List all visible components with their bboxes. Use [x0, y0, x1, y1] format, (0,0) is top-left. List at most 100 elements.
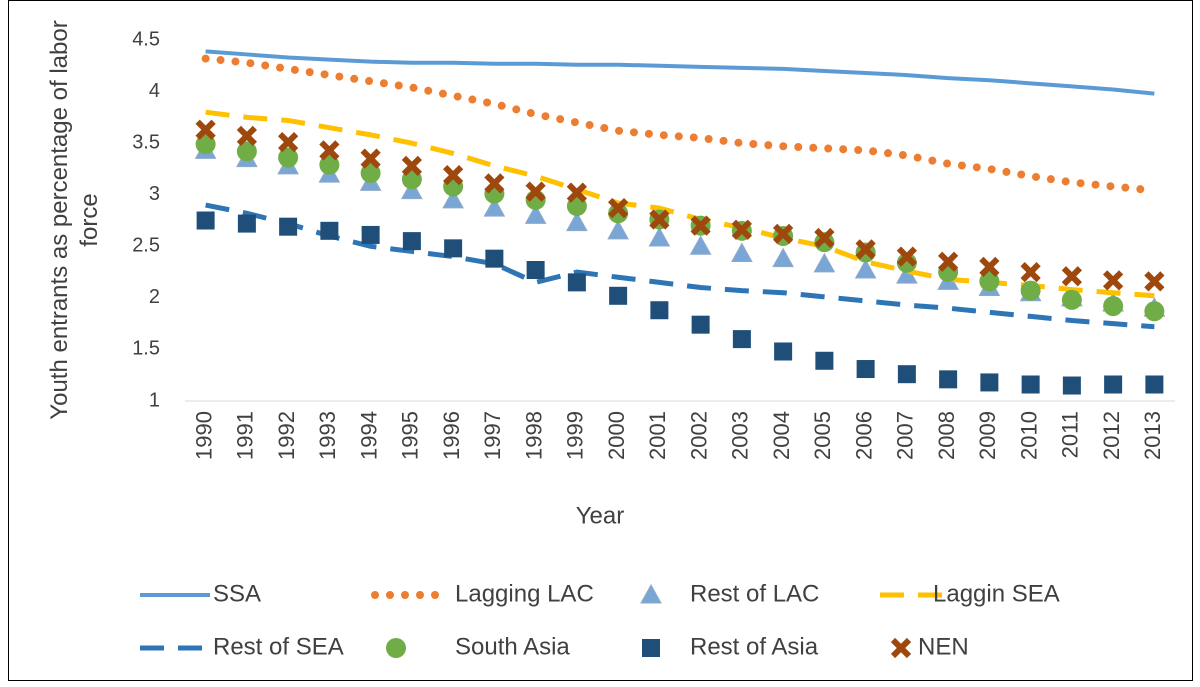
x-tick-label: 1993	[315, 411, 340, 460]
data-point	[566, 211, 588, 232]
data-point	[649, 209, 670, 230]
x-tick-label: 2000	[604, 411, 629, 460]
data-point	[896, 246, 917, 267]
data-point	[607, 219, 629, 240]
legend-label: Rest of Asia	[690, 633, 819, 660]
data-point	[443, 164, 464, 186]
data-point	[237, 214, 256, 233]
data-point	[938, 251, 959, 272]
data-point	[444, 239, 463, 258]
x-tick-label: 2012	[1099, 411, 1124, 460]
data-point	[979, 271, 1000, 292]
legend-label: Laggin SEA	[933, 580, 1060, 607]
data-point	[1021, 375, 1040, 394]
y-tick-label: 4.5	[132, 28, 160, 50]
data-point	[319, 140, 340, 161]
data-point	[731, 242, 753, 263]
data-point	[1104, 375, 1123, 394]
data-point	[485, 249, 504, 268]
legend-swatch	[890, 637, 912, 659]
data-point	[1020, 261, 1041, 283]
data-point	[691, 315, 710, 334]
data-point	[278, 147, 299, 168]
data-point	[772, 247, 794, 268]
y-tick-label: 2.5	[132, 235, 160, 257]
x-tick-label: 2007	[893, 411, 918, 460]
series-line	[205, 202, 1155, 330]
data-point	[855, 239, 876, 260]
data-point	[401, 155, 422, 176]
data-point	[196, 211, 215, 230]
x-tick-label: 2013	[1140, 411, 1165, 460]
x-tick-label: 2006	[851, 411, 876, 460]
data-point	[483, 197, 506, 217]
x-tick-label: 1994	[356, 411, 381, 460]
data-point	[195, 134, 216, 155]
x-tick-label: 2010	[1016, 411, 1041, 460]
y-axis-title: Youth entrants as percentage of labor fo…	[46, 20, 103, 420]
data-point	[1103, 270, 1124, 291]
data-point	[731, 219, 752, 240]
data-point	[732, 330, 751, 349]
legend-label: Rest of SEA	[213, 633, 344, 660]
data-point	[1103, 296, 1124, 317]
data-point	[897, 365, 916, 384]
data-point	[279, 217, 298, 236]
x-tick-label: 2004	[769, 411, 794, 460]
data-point	[278, 131, 299, 153]
data-point	[567, 273, 586, 292]
series-line	[201, 54, 1159, 195]
data-point	[236, 125, 257, 147]
x-tick-label: 2008	[934, 411, 959, 460]
chart-border	[8, 0, 1193, 681]
data-point	[1061, 266, 1083, 287]
data-point	[609, 286, 628, 305]
x-tick-label: 2005	[810, 411, 835, 460]
data-point	[608, 198, 629, 219]
y-tick-label: 1.5	[132, 338, 160, 360]
data-point	[1144, 301, 1165, 322]
x-tick-label: 1992	[274, 411, 299, 460]
data-point	[939, 370, 958, 389]
data-point	[1062, 376, 1081, 395]
data-point	[854, 258, 877, 279]
legend-swatch	[640, 583, 662, 604]
x-tick-label: 1997	[480, 411, 505, 460]
legend-label: Rest of LAC	[690, 580, 819, 607]
x-tick-label: 2001	[645, 411, 670, 460]
x-tick-label: 1999	[563, 411, 588, 460]
data-point	[773, 223, 794, 245]
y-tick-label: 4	[149, 80, 160, 102]
x-tick-label: 2011	[1058, 411, 1083, 458]
data-point	[980, 373, 999, 392]
x-tick-label: 2009	[975, 411, 1000, 460]
data-point	[360, 148, 381, 169]
data-point	[856, 360, 875, 379]
data-point	[361, 225, 380, 244]
legend-label: SSA	[213, 580, 261, 607]
data-point	[525, 181, 546, 202]
data-point	[608, 203, 629, 224]
data-point	[774, 342, 793, 361]
data-point	[1020, 280, 1041, 301]
y-tick-label: 3	[149, 183, 160, 205]
data-point	[815, 351, 834, 370]
data-point	[401, 179, 423, 200]
data-point	[689, 235, 712, 255]
data-point	[566, 182, 587, 203]
data-point	[319, 154, 340, 175]
x-tick-label: 2002	[686, 411, 711, 460]
y-tick-label: 3.5	[132, 131, 160, 153]
data-point	[690, 215, 711, 236]
data-point	[1144, 271, 1165, 292]
legend-swatch	[642, 639, 660, 657]
data-point	[650, 301, 669, 320]
data-point	[1061, 289, 1082, 310]
data-point	[526, 261, 545, 280]
legend-swatch	[386, 638, 406, 658]
x-tick-label: 2003	[728, 411, 753, 460]
x-tick-label: 1995	[398, 411, 423, 460]
data-point	[648, 227, 671, 247]
